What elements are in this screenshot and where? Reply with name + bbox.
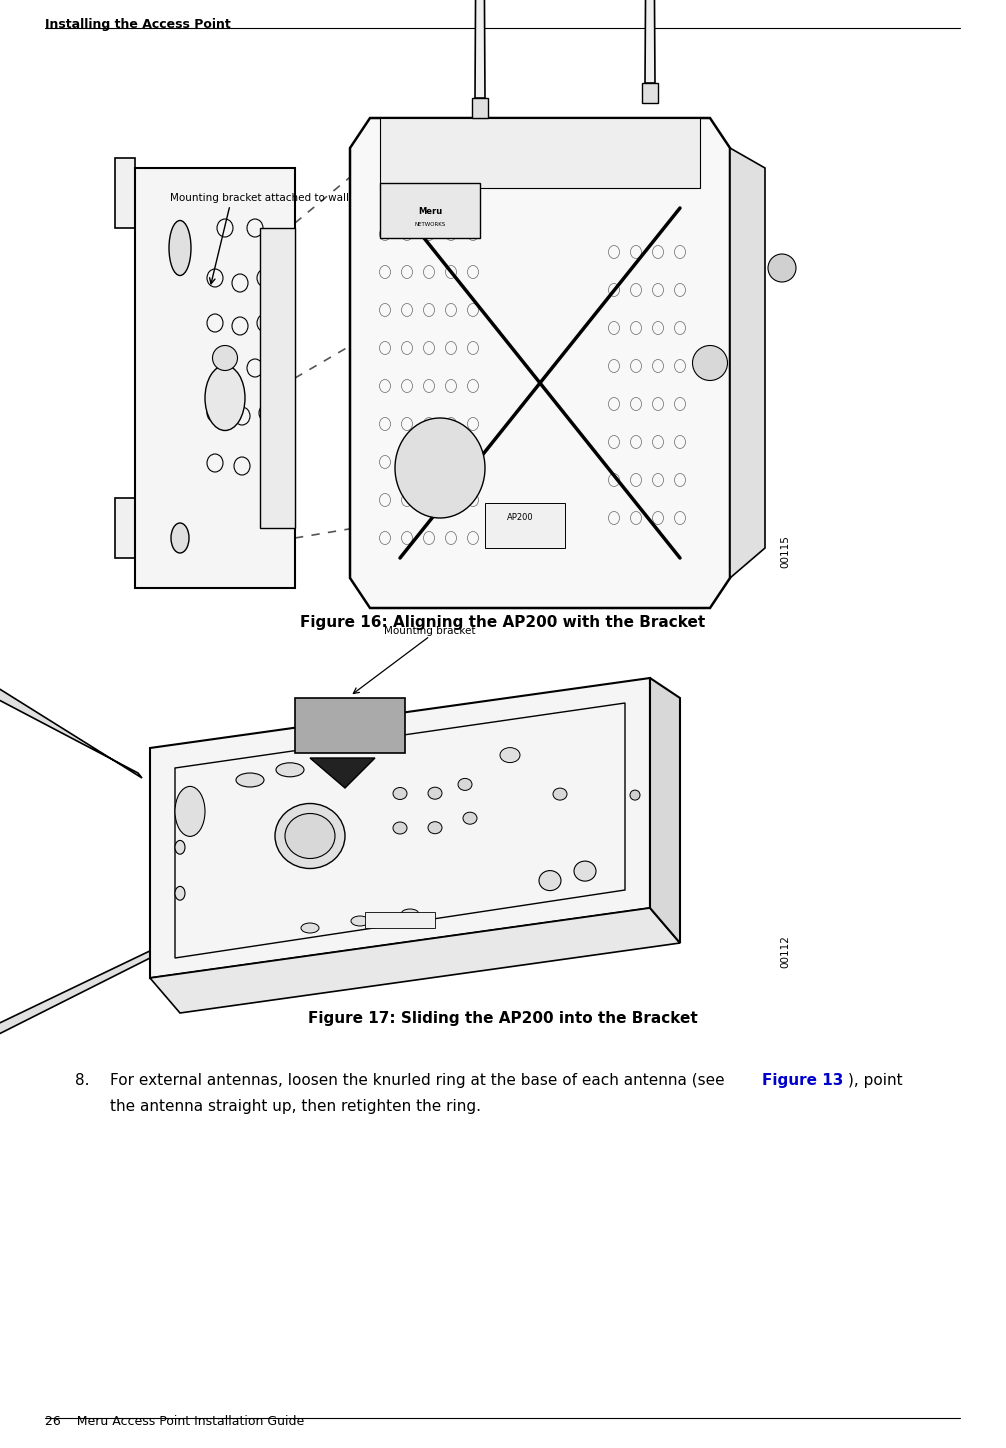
- Ellipse shape: [692, 346, 727, 381]
- Polygon shape: [350, 117, 730, 608]
- Ellipse shape: [205, 365, 245, 430]
- Polygon shape: [150, 678, 650, 977]
- Bar: [260, 227, 295, 529]
- Bar: [380, 182, 480, 237]
- Polygon shape: [730, 148, 765, 578]
- Ellipse shape: [175, 786, 205, 837]
- Ellipse shape: [428, 821, 442, 834]
- Text: For external antennas, loosen the knurled ring at the base of each antenna (see: For external antennas, loosen the knurle…: [110, 1073, 729, 1087]
- Polygon shape: [0, 948, 160, 1035]
- Ellipse shape: [393, 822, 407, 834]
- Text: Installing the Access Point: Installing the Access Point: [45, 17, 230, 30]
- Ellipse shape: [553, 788, 567, 801]
- Text: NETWORKS: NETWORKS: [414, 223, 446, 227]
- Ellipse shape: [428, 788, 442, 799]
- Text: Figure 17: Sliding the AP200 into the Bracket: Figure 17: Sliding the AP200 into the Br…: [308, 1011, 698, 1025]
- Text: Mounting bracket attached to wall: Mounting bracket attached to wall: [170, 193, 349, 203]
- Text: Figure 16: Aligning the AP200 with the Bracket: Figure 16: Aligning the AP200 with the B…: [301, 615, 705, 630]
- Ellipse shape: [276, 763, 304, 776]
- Ellipse shape: [630, 791, 640, 801]
- Text: 00115: 00115: [780, 536, 790, 568]
- Polygon shape: [295, 698, 405, 753]
- Bar: [642, 83, 658, 103]
- Polygon shape: [645, 0, 655, 83]
- Text: 00112: 00112: [780, 935, 790, 969]
- Ellipse shape: [169, 220, 191, 275]
- Text: Mounting bracket: Mounting bracket: [384, 626, 476, 636]
- Ellipse shape: [393, 788, 407, 799]
- Polygon shape: [0, 683, 142, 778]
- Text: Meru: Meru: [417, 207, 442, 216]
- Polygon shape: [310, 757, 375, 788]
- Text: ), point: ), point: [848, 1073, 902, 1087]
- Ellipse shape: [768, 253, 796, 282]
- Ellipse shape: [171, 523, 189, 553]
- Bar: [472, 98, 488, 117]
- Ellipse shape: [395, 418, 485, 518]
- Ellipse shape: [574, 862, 596, 880]
- Ellipse shape: [301, 922, 319, 933]
- Text: 26    Meru Access Point Installation Guide: 26 Meru Access Point Installation Guide: [45, 1415, 304, 1428]
- Ellipse shape: [458, 779, 472, 791]
- Ellipse shape: [500, 747, 520, 763]
- Polygon shape: [115, 498, 135, 557]
- Polygon shape: [475, 0, 485, 98]
- Polygon shape: [135, 168, 295, 588]
- Ellipse shape: [351, 917, 369, 927]
- Polygon shape: [650, 678, 680, 943]
- Ellipse shape: [463, 812, 477, 824]
- Bar: [365, 912, 435, 928]
- Ellipse shape: [401, 909, 420, 919]
- Ellipse shape: [236, 773, 264, 788]
- Ellipse shape: [539, 870, 561, 891]
- Polygon shape: [380, 117, 700, 188]
- Ellipse shape: [285, 814, 335, 859]
- Polygon shape: [150, 908, 680, 1014]
- Ellipse shape: [275, 804, 345, 869]
- Text: Figure 13: Figure 13: [762, 1073, 843, 1087]
- Text: AP200: AP200: [507, 514, 533, 523]
- Ellipse shape: [212, 346, 237, 371]
- Text: the antenna straight up, then retighten the ring.: the antenna straight up, then retighten …: [110, 1099, 481, 1114]
- Ellipse shape: [175, 840, 185, 854]
- Text: 8.: 8.: [75, 1073, 90, 1087]
- Ellipse shape: [175, 886, 185, 901]
- Polygon shape: [115, 158, 135, 227]
- Bar: [485, 502, 565, 547]
